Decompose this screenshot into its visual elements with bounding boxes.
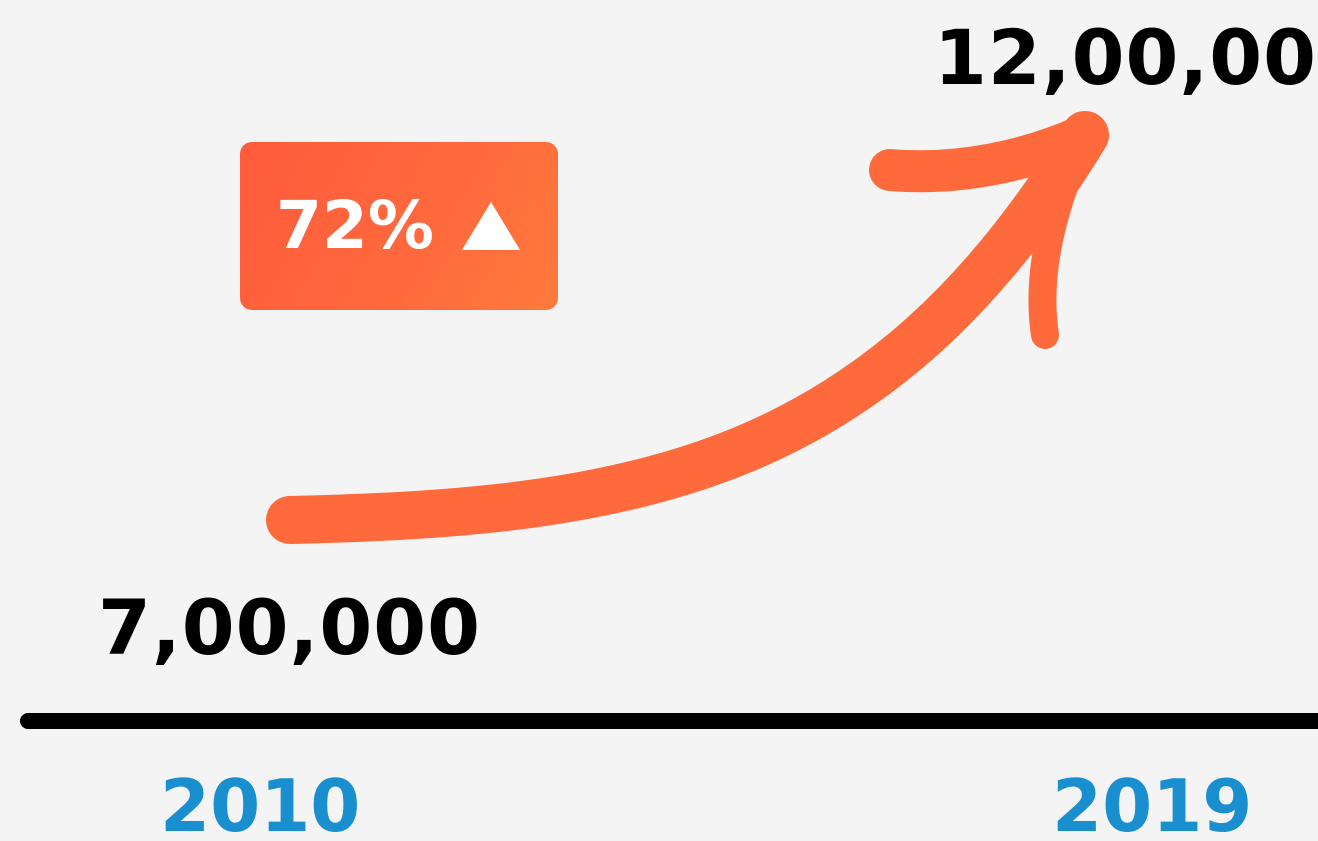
- data-label-2010: 7,00,000: [98, 583, 482, 672]
- change-badge: 72%: [240, 142, 558, 310]
- x-tick-label-2019: 2019: [1052, 764, 1253, 841]
- data-label-2019: 12,00,000: [934, 13, 1318, 102]
- x-tick-label-2010: 2010: [160, 764, 361, 841]
- change-percent: 72%: [276, 187, 434, 264]
- trend-arrow-head-right: [1028, 121, 1099, 349]
- trend-arrow: [266, 111, 1109, 544]
- trend-arrow-shaft: [266, 111, 1109, 544]
- trend-arrow-head-left: [869, 114, 1106, 193]
- triangle-up-icon: [461, 202, 520, 250]
